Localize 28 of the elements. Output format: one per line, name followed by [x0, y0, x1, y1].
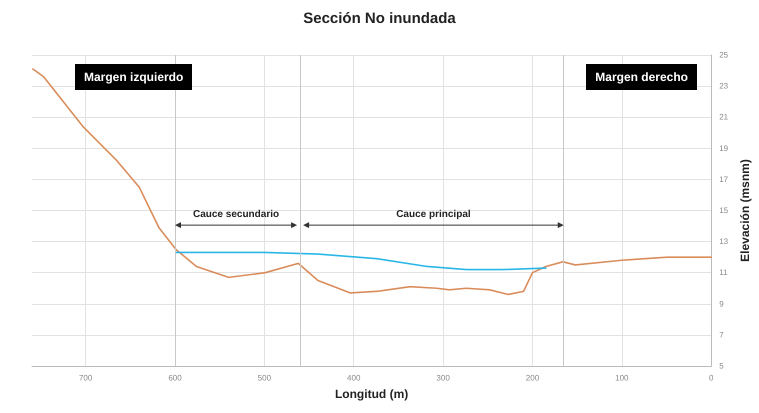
line-series [32, 68, 712, 296]
y-tick-label: 9 [719, 299, 724, 308]
x-tick-label: 400 [347, 374, 361, 382]
y-tick-label: 21 [719, 112, 729, 122]
x-tick-label: 100 [615, 374, 630, 382]
annotation: Margen izquierdo [75, 64, 192, 90]
y-tick-label: 17 [719, 174, 729, 184]
x-tick-label: 0 [708, 374, 714, 382]
annotation: Cauce principal [396, 209, 471, 220]
y-tick-label: 15 [719, 206, 729, 215]
line-series [175, 252, 547, 270]
y-tick-label: 19 [719, 144, 729, 153]
y-tick-label: 25 [719, 50, 729, 60]
y-tick-label: 13 [719, 237, 729, 246]
y-tick-label: 7 [719, 330, 724, 340]
y-tick-label: 5 [719, 362, 724, 370]
x-tick-label: 600 [168, 374, 182, 382]
x-tick-label: 300 [436, 374, 450, 382]
x-tick-label: 500 [258, 374, 272, 382]
x-axis-title: Longitud (m) [334, 387, 408, 401]
annotation: Margen derecho [586, 64, 697, 90]
x-tick-label: 700 [78, 374, 93, 382]
y-tick-label: 23 [719, 82, 729, 91]
chart-title: Sección No inundada [303, 10, 456, 27]
annotation: Cauce secundario [192, 209, 280, 220]
y-axis-title: Elevación (msnm) [738, 159, 752, 262]
x-tick-label: 200 [526, 374, 540, 382]
y-tick-label: 11 [719, 268, 728, 278]
